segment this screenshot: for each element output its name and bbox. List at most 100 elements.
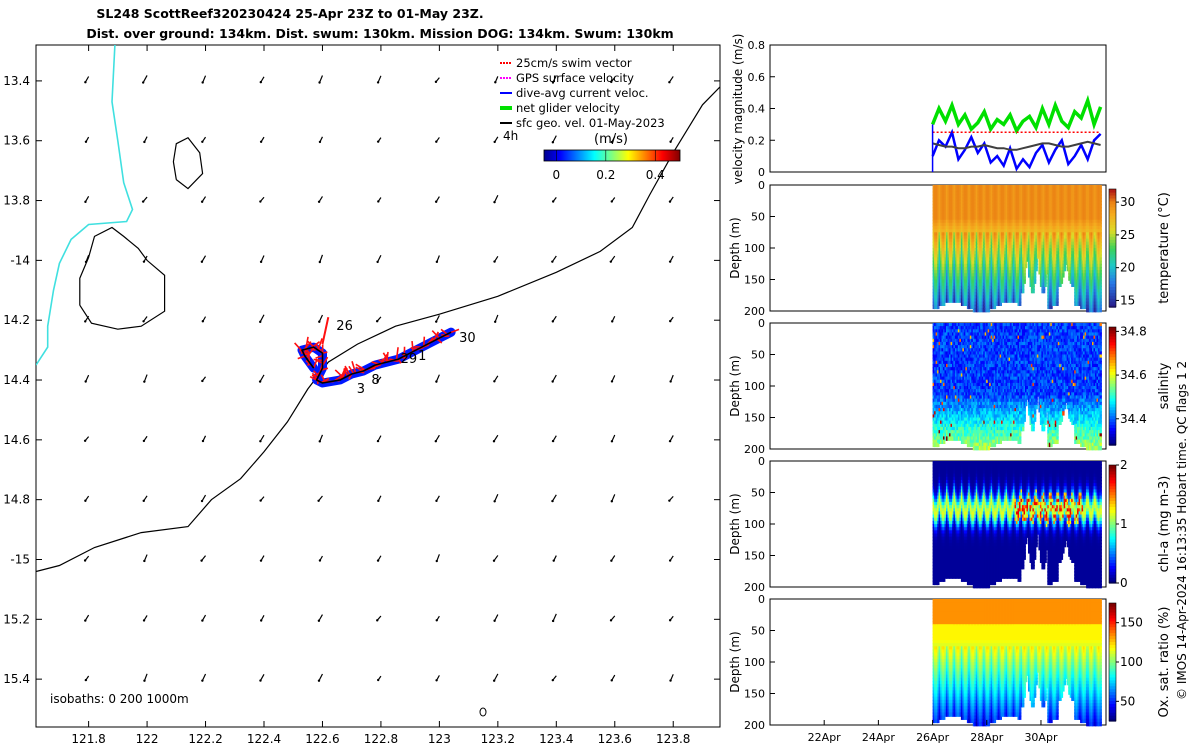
heatmap-cell — [963, 188, 967, 193]
heatmap-cell — [975, 235, 979, 240]
heatmap-cell — [937, 266, 940, 272]
heatmap-cell — [963, 238, 967, 243]
heatmap-cell — [954, 194, 958, 199]
heatmap-cell — [938, 216, 941, 221]
heatmap-cell — [962, 266, 965, 272]
heatmap-cell — [937, 185, 940, 190]
heatmap-cell — [938, 263, 941, 269]
heatmap-cell — [971, 279, 974, 284]
geo-arrow-head — [434, 440, 438, 443]
heatmap-cell — [950, 188, 953, 193]
heatmap-cell — [1019, 301, 1022, 306]
heatmap-cell — [932, 254, 935, 259]
heatmap-cell — [935, 222, 938, 228]
heatmap-cell — [943, 248, 946, 253]
heatmap-cell — [972, 191, 976, 196]
heatmap-cell — [959, 232, 962, 237]
heatmap-cell — [978, 307, 982, 313]
heatmap-cell — [947, 232, 950, 237]
heatmap-cell — [940, 197, 943, 202]
heatmap-cell — [966, 295, 970, 300]
heatmap-cell — [956, 207, 959, 212]
heatmap-cell — [937, 210, 940, 215]
heatmap-cell — [940, 276, 943, 281]
heatmap-cell — [972, 229, 976, 234]
heatmap-cell — [954, 292, 958, 297]
geo-arrow-head — [201, 81, 204, 84]
heatmap-cell — [959, 260, 962, 265]
heatmap-cell — [950, 251, 953, 256]
heatmap-cell — [938, 248, 941, 253]
geo-arrow-head — [84, 499, 87, 502]
heatmap-cell — [934, 276, 937, 281]
heatmap-cell — [947, 191, 950, 196]
heatmap-cell — [956, 266, 959, 272]
heatmap-cell — [950, 260, 953, 265]
heatmap-cell — [971, 292, 974, 297]
heatmap-cell — [956, 229, 959, 234]
heatmap-cell — [932, 222, 935, 228]
geo-arrow-head — [259, 499, 262, 502]
heatmap-cell — [977, 229, 980, 234]
heatmap-cell — [949, 248, 952, 253]
heatmap-cell — [972, 213, 976, 218]
heatmap-cell — [944, 216, 947, 221]
heatmap-cell — [952, 200, 955, 206]
track-day-label: 3 — [357, 382, 365, 397]
heatmap-cell — [953, 197, 956, 202]
heatmap-cell — [937, 244, 940, 250]
heatmap-cell — [965, 251, 968, 256]
heatmap-cell — [978, 304, 982, 310]
heatmap-cell — [949, 279, 952, 284]
heatmap-cell — [949, 288, 952, 294]
heatmap-cell — [935, 238, 938, 243]
heatmap-cell — [978, 263, 982, 269]
heatmap-cell — [947, 235, 950, 240]
heatmap-cell — [972, 307, 976, 313]
heatmap-cell — [962, 295, 965, 300]
heatmap-cell — [941, 276, 944, 281]
heatmap-cell — [977, 266, 980, 272]
heatmap-cell — [941, 191, 944, 196]
heatmap-cell — [981, 188, 985, 193]
heatmap-cell — [980, 188, 983, 193]
geo-arrow — [494, 494, 499, 502]
heatmap-cell — [972, 257, 976, 262]
heatmap-cell — [953, 219, 956, 225]
depth-axis-label: Depth (m) — [728, 217, 742, 278]
heatmap-cell — [949, 235, 952, 240]
heatmap-cell — [957, 298, 961, 303]
heatmap-cell — [934, 263, 937, 269]
heatmap-cell — [977, 194, 980, 199]
heatmap-cell — [975, 191, 979, 196]
heatmap-cell — [943, 266, 946, 272]
heatmap-cell — [972, 276, 976, 281]
heatmap-cell — [959, 188, 962, 193]
heatmap-cell — [965, 219, 968, 225]
heatmap-cell — [965, 191, 968, 196]
heatmap-cell — [969, 282, 973, 287]
colorbar-label: temperature (°C) — [1157, 192, 1172, 304]
heatmap-cell — [954, 248, 958, 253]
heatmap-cell — [946, 203, 949, 209]
heatmap-cell — [954, 207, 958, 212]
heatmap-cell — [972, 263, 976, 269]
heatmap-cell — [968, 257, 971, 262]
heatmap-cell — [943, 288, 946, 294]
heatmap-cell — [968, 301, 971, 306]
heatmap-cell — [944, 266, 947, 272]
heatmap-cell — [954, 298, 958, 303]
heatmap-cell — [966, 203, 970, 209]
heatmap-cell — [981, 194, 985, 199]
heatmap-cell — [963, 210, 967, 215]
heatmap-cell — [966, 222, 970, 228]
heatmap-cell — [971, 225, 974, 231]
heatmap-cell — [950, 197, 953, 202]
heatmap-cell — [937, 282, 940, 287]
heatmap-cell — [934, 288, 937, 294]
heatmap-cell — [934, 229, 937, 234]
heatmap-cell — [974, 222, 977, 228]
heatmap-cell — [968, 232, 971, 237]
heatmap-cell — [952, 279, 955, 284]
heatmap-cell — [968, 219, 971, 225]
